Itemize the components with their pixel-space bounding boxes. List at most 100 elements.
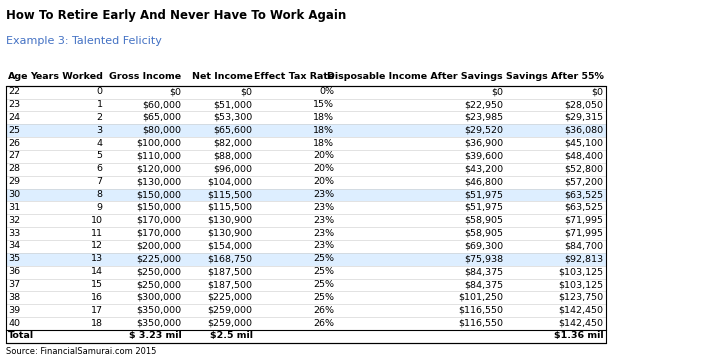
Text: $150,000: $150,000: [136, 203, 181, 212]
Text: $187,500: $187,500: [207, 267, 253, 276]
Text: 31: 31: [8, 203, 20, 212]
Text: $259,000: $259,000: [207, 306, 253, 315]
Text: 30: 30: [8, 190, 20, 199]
Text: 24: 24: [8, 113, 20, 122]
Text: $84,375: $84,375: [464, 267, 503, 276]
Text: $48,400: $48,400: [564, 151, 604, 160]
Text: $116,550: $116,550: [458, 319, 503, 328]
Text: $60,000: $60,000: [142, 100, 181, 109]
Text: $0: $0: [241, 87, 253, 96]
Text: 26%: 26%: [313, 306, 334, 315]
Text: $225,000: $225,000: [207, 293, 253, 302]
Text: $154,000: $154,000: [207, 241, 253, 251]
Text: Net Income: Net Income: [192, 72, 253, 81]
Text: 11: 11: [91, 229, 103, 237]
Text: $ 3.23 mil: $ 3.23 mil: [129, 332, 181, 340]
Text: $75,938: $75,938: [464, 254, 503, 263]
Bar: [6, 86, 606, 343]
Text: 13: 13: [90, 254, 103, 263]
Text: 0: 0: [97, 87, 103, 96]
Text: $120,000: $120,000: [136, 164, 181, 173]
Text: $170,000: $170,000: [136, 216, 181, 225]
Text: $0: $0: [491, 87, 503, 96]
Text: $100,000: $100,000: [136, 139, 181, 148]
Text: 18%: 18%: [313, 126, 334, 135]
Text: $43,200: $43,200: [464, 164, 503, 173]
Text: $259,000: $259,000: [207, 319, 253, 328]
Text: $71,995: $71,995: [564, 229, 604, 237]
Text: 25%: 25%: [313, 293, 334, 302]
Text: $168,750: $168,750: [207, 254, 253, 263]
Text: 5: 5: [97, 151, 103, 160]
Text: $65,600: $65,600: [213, 126, 253, 135]
Text: 33: 33: [8, 229, 20, 237]
Text: 38: 38: [8, 293, 20, 302]
Text: 18%: 18%: [313, 139, 334, 148]
Text: $53,300: $53,300: [213, 113, 253, 122]
Text: Disposable Income After Savings: Disposable Income After Savings: [328, 72, 503, 81]
Text: 40: 40: [8, 319, 20, 328]
Text: 23%: 23%: [313, 241, 334, 251]
Text: $29,520: $29,520: [464, 126, 503, 135]
Text: 25%: 25%: [313, 254, 334, 263]
Text: 1: 1: [97, 100, 103, 109]
Text: Total: Total: [8, 332, 34, 340]
Text: $52,800: $52,800: [564, 164, 604, 173]
Text: $187,500: $187,500: [207, 280, 253, 289]
Text: $110,000: $110,000: [136, 151, 181, 160]
Text: 39: 39: [8, 306, 20, 315]
Text: 35: 35: [8, 254, 20, 263]
Text: $2.5 mil: $2.5 mil: [210, 332, 253, 340]
Text: 28: 28: [8, 164, 20, 173]
Text: $88,000: $88,000: [213, 151, 253, 160]
Text: $142,450: $142,450: [558, 319, 604, 328]
Text: Effect Tax Rate: Effect Tax Rate: [254, 72, 334, 81]
Text: 20%: 20%: [313, 151, 334, 160]
Text: $29,315: $29,315: [564, 113, 604, 122]
Text: $103,125: $103,125: [558, 280, 604, 289]
Text: 3: 3: [97, 126, 103, 135]
Text: Age: Age: [8, 72, 28, 81]
Text: 25%: 25%: [313, 280, 334, 289]
Text: 2: 2: [97, 113, 103, 122]
Text: $51,000: $51,000: [213, 100, 253, 109]
Text: $84,375: $84,375: [464, 280, 503, 289]
Text: $51,975: $51,975: [464, 203, 503, 212]
Text: How To Retire Early And Never Have To Work Again: How To Retire Early And Never Have To Wo…: [6, 9, 346, 22]
Text: 23: 23: [8, 100, 20, 109]
Text: 22: 22: [8, 87, 20, 96]
Text: $116,550: $116,550: [458, 306, 503, 315]
Text: 23%: 23%: [313, 190, 334, 199]
Text: 17: 17: [91, 306, 103, 315]
Text: 9: 9: [97, 203, 103, 212]
Text: 32: 32: [8, 216, 20, 225]
Text: $101,250: $101,250: [458, 293, 503, 302]
Text: $92,813: $92,813: [564, 254, 604, 263]
Text: 15%: 15%: [313, 100, 334, 109]
FancyBboxPatch shape: [6, 189, 606, 201]
Text: 37: 37: [8, 280, 20, 289]
Text: 14: 14: [91, 267, 103, 276]
Text: $170,000: $170,000: [136, 229, 181, 237]
Text: $45,100: $45,100: [564, 139, 604, 148]
Text: $84,700: $84,700: [564, 241, 604, 251]
Text: $104,000: $104,000: [207, 177, 253, 186]
Text: $142,450: $142,450: [558, 306, 604, 315]
Text: Example 3: Talented Felicity: Example 3: Talented Felicity: [6, 36, 162, 46]
Text: $250,000: $250,000: [136, 280, 181, 289]
Text: $58,905: $58,905: [464, 216, 503, 225]
Text: $80,000: $80,000: [142, 126, 181, 135]
Text: 12: 12: [91, 241, 103, 251]
Text: 26: 26: [8, 139, 20, 148]
Text: $23,985: $23,985: [464, 113, 503, 122]
Text: 27: 27: [8, 151, 20, 160]
Text: 16: 16: [91, 293, 103, 302]
Text: 34: 34: [8, 241, 20, 251]
Text: $115,500: $115,500: [207, 203, 253, 212]
Text: 8: 8: [97, 190, 103, 199]
Text: 18%: 18%: [313, 113, 334, 122]
Text: Savings After 55%: Savings After 55%: [506, 72, 604, 81]
FancyBboxPatch shape: [6, 125, 606, 137]
Text: $115,500: $115,500: [207, 190, 253, 199]
Text: $225,000: $225,000: [136, 254, 181, 263]
